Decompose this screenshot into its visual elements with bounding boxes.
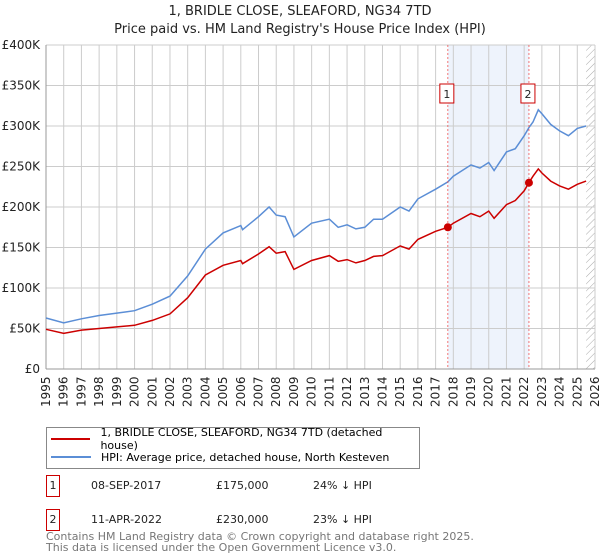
footer: Contains HM Land Registry data © Crown c… — [46, 531, 474, 553]
sale-number: 1 — [46, 475, 60, 497]
sale-label-box — [439, 83, 455, 104]
x-tick-label: 2016 — [411, 376, 425, 407]
x-tick-label: 1997 — [74, 376, 88, 407]
x-tick-label: 2026 — [588, 376, 600, 407]
footer-line: This data is licensed under the Open Gov… — [46, 541, 397, 554]
legend-item-hpi: HPI: Average price, detached house, Nort… — [51, 449, 389, 465]
x-tick-label: 2014 — [375, 376, 389, 407]
sale-hpi-diff: 23% ↓ HPI — [313, 513, 372, 526]
sale-label-box — [520, 83, 536, 104]
x-tick-label: 2019 — [464, 376, 478, 407]
sale-price: £230,000 — [216, 513, 269, 526]
y-tick-label: £300K — [2, 119, 42, 133]
y-tick-label: £150K — [2, 241, 42, 255]
x-tick-label: 2007 — [252, 376, 266, 407]
sale-point — [443, 223, 452, 232]
x-tick-label: 2025 — [570, 376, 584, 407]
legend-swatch — [51, 438, 91, 440]
x-tick-label: 1995 — [39, 376, 53, 407]
y-tick-label: £200K — [2, 200, 42, 214]
x-tick-label: 2020 — [482, 376, 496, 407]
plot-area: 1995 1996 1997 1998 1999 2000 2001 2002 2003 2004… — [2, 38, 600, 407]
x-tick-label: 2021 — [499, 376, 513, 407]
legend-label: HPI: Average price, detached house, Nort… — [101, 450, 390, 464]
x-tick-label: 2015 — [393, 376, 407, 407]
x-tick-label: 2003 — [181, 376, 195, 407]
x-tick-label: 2023 — [535, 376, 549, 407]
x-tick-label: 2024 — [553, 376, 567, 407]
y-tick-label: £350K — [2, 79, 42, 93]
y-tick-label: £250K — [2, 160, 42, 174]
x-tick-label: 1999 — [110, 376, 124, 407]
sale-date: 08-SEP-2017 — [91, 479, 162, 492]
x-tick-label: 1996 — [57, 376, 71, 407]
x-tick-label: 2012 — [340, 376, 354, 407]
sale-label: 2 — [524, 88, 531, 101]
y-tick-label: £0 — [25, 362, 40, 376]
x-tick-label: 2002 — [163, 376, 177, 407]
x-tick-label: 2013 — [358, 376, 372, 407]
footer-line: Contains HM Land Registry data © Crown c… — [46, 530, 474, 543]
x-tick-label: 1998 — [92, 376, 106, 407]
x-tick-label: 2005 — [216, 376, 230, 407]
x-tick-label: 2009 — [287, 376, 301, 407]
legend-swatch — [51, 456, 91, 458]
sale-point — [524, 178, 533, 187]
chart-subtitle: Price paid vs. HM Land Registry's House … — [114, 22, 486, 37]
sale-price: £175,000 — [216, 479, 269, 492]
x-tick-label: 2001 — [145, 376, 159, 407]
x-tick-label: 2006 — [234, 376, 248, 407]
sale-hpi-diff: 24% ↓ HPI — [313, 479, 372, 492]
x-tick-label: 2017 — [429, 376, 443, 407]
y-tick-label: £100K — [2, 281, 42, 295]
sale-label: 1 — [443, 88, 450, 101]
x-tick-label: 2004 — [198, 376, 212, 407]
legend-item-property: 1, BRIDLE CLOSE, SLEAFORD, NG34 7TD (det… — [51, 426, 419, 452]
x-tick-label: 2000 — [128, 376, 142, 407]
y-tick-label: £50K — [9, 322, 41, 336]
x-tick-label: 2010 — [305, 376, 319, 407]
x-tick-label: 2018 — [446, 376, 460, 407]
x-tick-label: 2008 — [269, 376, 283, 407]
sale-number: 2 — [46, 509, 60, 531]
series-line — [45, 108, 587, 324]
sale-date: 11-APR-2022 — [91, 513, 163, 526]
legend-label: 1, BRIDLE CLOSE, SLEAFORD, NG34 7TD (det… — [100, 426, 383, 452]
x-tick-label: 2022 — [517, 376, 531, 407]
y-tick-label: £400K — [2, 38, 42, 52]
legend: 1, BRIDLE CLOSE, SLEAFORD, NG34 7TD (det… — [46, 426, 420, 469]
x-tick-label: 2011 — [322, 376, 336, 407]
chart-title: 1, BRIDLE CLOSE, SLEAFORD, NG34 7TD — [168, 4, 432, 19]
